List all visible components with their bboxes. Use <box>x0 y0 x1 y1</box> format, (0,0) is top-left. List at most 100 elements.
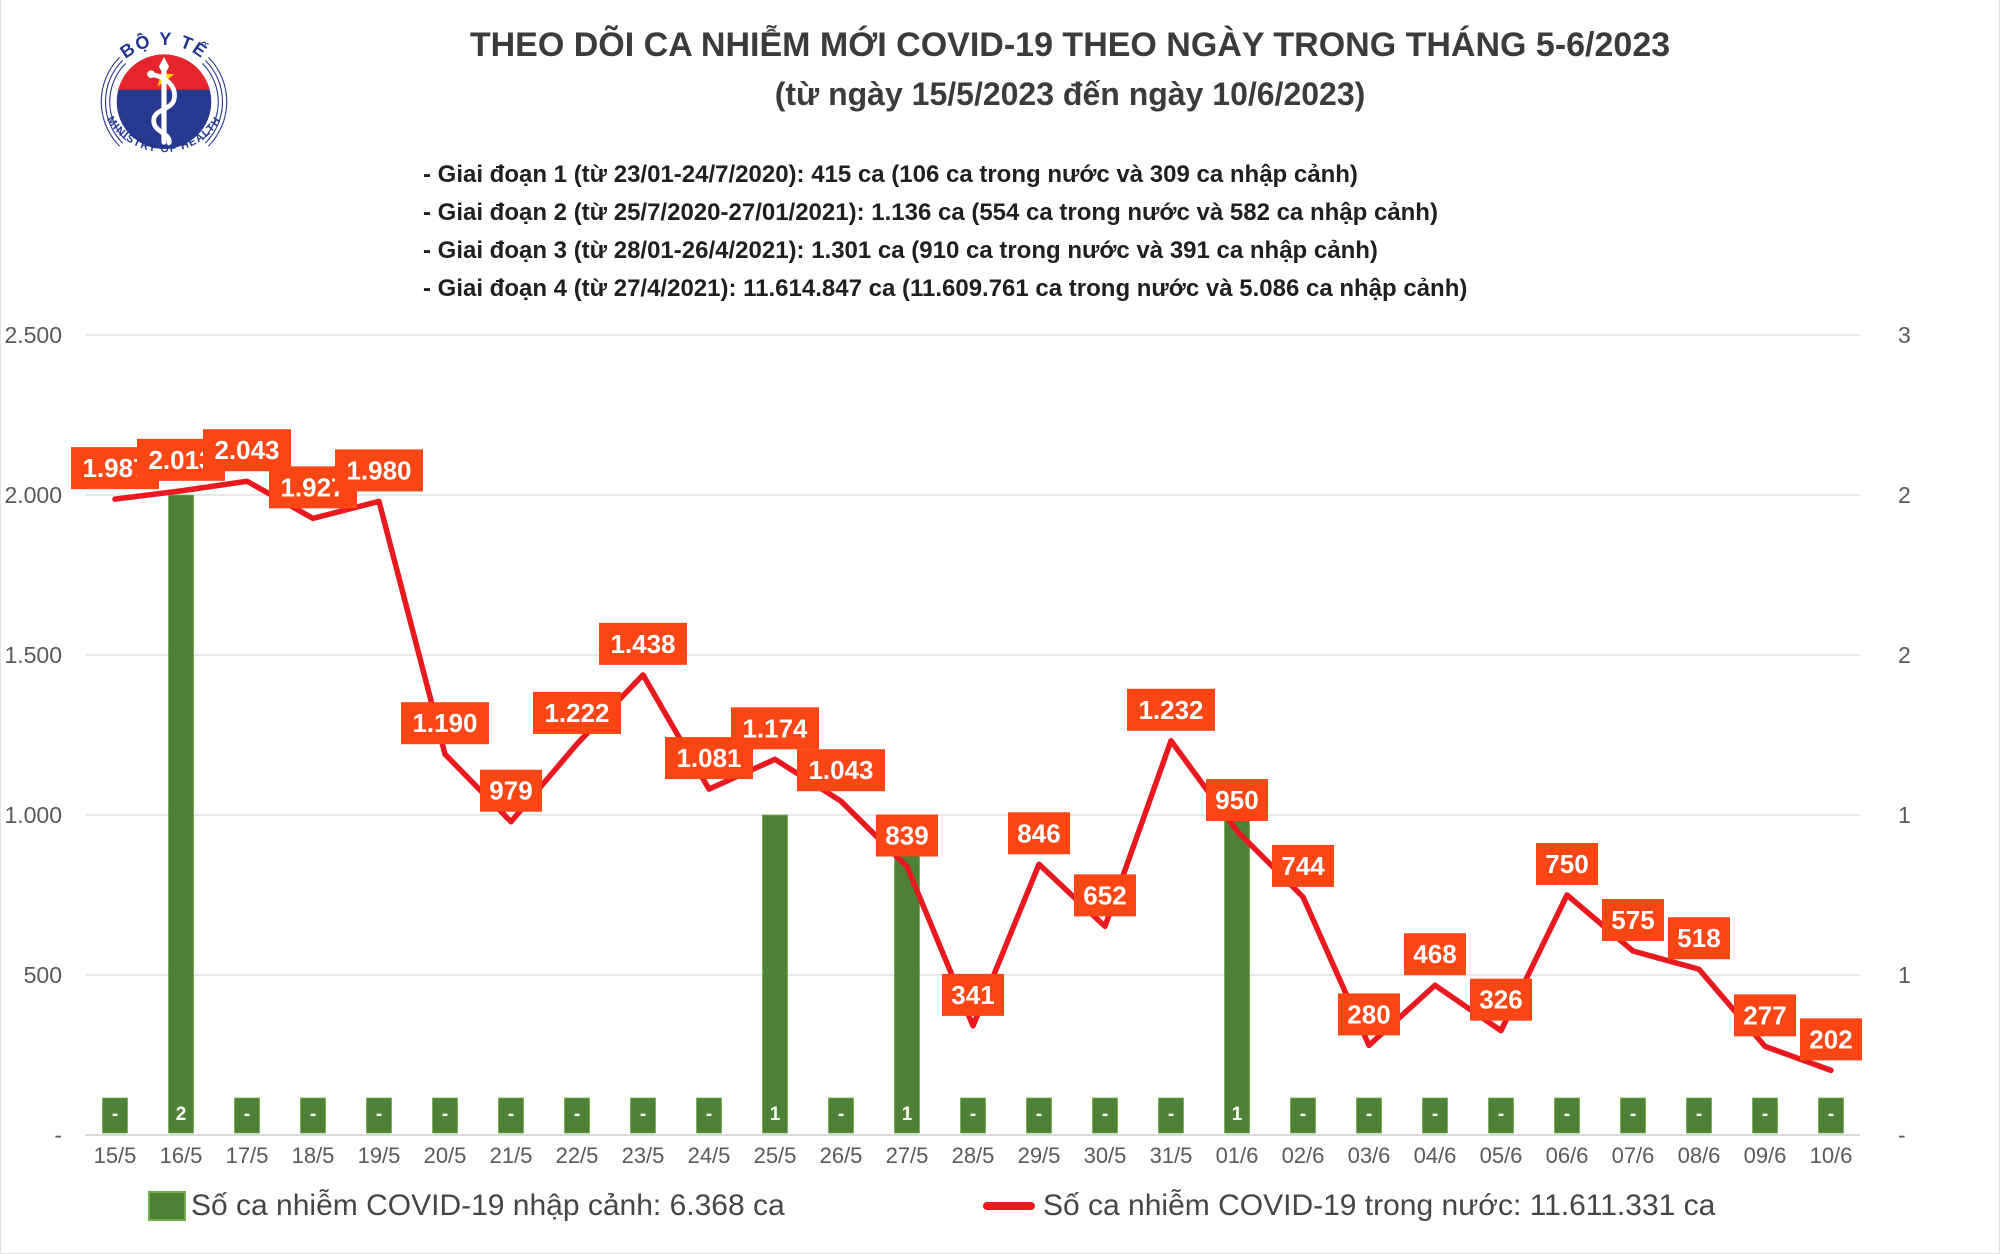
data-label-value: 652 <box>1083 880 1126 910</box>
bar-value-label: - <box>1366 1104 1372 1125</box>
domestic-cases-line <box>112 478 1834 1074</box>
data-label-value: 1.043 <box>808 755 873 785</box>
data-label-value: 1.190 <box>412 708 477 738</box>
bar-value-label: - <box>640 1104 646 1125</box>
page-subtitle: (từ ngày 15/5/2023 đến ngày 10/6/2023) <box>774 76 1366 112</box>
bar-value-label: 2 <box>176 1104 187 1125</box>
imported-cases-bar <box>1488 1097 1514 1134</box>
y-axis-label: 1.000 <box>4 802 62 828</box>
x-axis-label: 02/6 <box>1282 1143 1325 1168</box>
x-axis-label: 23/5 <box>622 1143 665 1168</box>
imported-cases-bar <box>960 1097 986 1134</box>
page-title: THEO DÕI CA NHIỄM MỚI COVID-19 THEO NGÀY… <box>469 26 1671 64</box>
imported-cases-bar <box>564 1097 590 1134</box>
data-label-value: 744 <box>1281 851 1325 881</box>
x-axis-label: 27/5 <box>886 1143 929 1168</box>
data-label-box <box>797 749 885 792</box>
x-axis-label: 22/5 <box>556 1143 599 1168</box>
secondary-axis-label: 3 <box>1898 322 1911 348</box>
secondary-axis-label: 2 <box>1898 482 1911 508</box>
imported-cases-bar <box>498 1097 524 1134</box>
imported-cases-bar <box>366 1097 392 1134</box>
x-axis-label: 07/6 <box>1612 1143 1655 1168</box>
x-axis-label: 19/5 <box>358 1143 401 1168</box>
stage-2-line: - Giai đoạn 2 (từ 25/7/2020-27/01/2021):… <box>423 199 1438 226</box>
data-label-value: 280 <box>1347 999 1390 1029</box>
imported-cases-bar <box>1422 1097 1448 1134</box>
imported-cases-bar <box>696 1097 722 1134</box>
x-axis-label: 15/5 <box>94 1143 137 1168</box>
bar-value-label: - <box>1630 1104 1636 1125</box>
data-label-value: 1.232 <box>1138 695 1203 725</box>
secondary-axis-label: 1 <box>1898 802 1911 828</box>
x-axis-label: 17/5 <box>226 1143 269 1168</box>
data-label-box <box>203 429 291 472</box>
data-label-box <box>1338 993 1400 1036</box>
bar-value-label: - <box>442 1104 448 1125</box>
x-axis-label: 29/5 <box>1018 1143 1061 1168</box>
imported-cases-swatch <box>148 1191 186 1221</box>
legend-item-domestic: Số ca nhiễm COVID-19 trong nước: 11.611.… <box>983 1184 1715 1228</box>
data-label-box <box>876 814 938 857</box>
x-axis-label: 26/5 <box>820 1143 863 1168</box>
bar-value-label: - <box>244 1104 250 1125</box>
bar-value-label: - <box>574 1104 580 1125</box>
bar-value-label: - <box>1828 1104 1834 1125</box>
domestic-cases-swatch <box>983 1202 1035 1210</box>
data-label-value: 846 <box>1017 818 1060 848</box>
data-label-value: 1.987 <box>82 453 147 483</box>
data-label-box <box>1470 978 1532 1021</box>
data-label-box <box>1404 933 1466 976</box>
data-label-value: 950 <box>1215 785 1258 815</box>
data-label-value: 1.174 <box>742 713 808 743</box>
x-axis-label: 25/5 <box>754 1143 797 1168</box>
data-label-box <box>599 622 687 665</box>
imported-cases-bar <box>168 494 194 1134</box>
data-label-value: 1.980 <box>346 455 411 485</box>
imported-cases-bar <box>1554 1097 1580 1134</box>
data-label-box <box>1008 812 1070 855</box>
data-label-box <box>335 449 423 492</box>
data-label-value: 2.013 <box>148 445 213 475</box>
imported-cases-bar <box>234 1097 260 1134</box>
data-label-box <box>401 702 489 745</box>
data-label-box <box>942 973 1004 1016</box>
data-label-box <box>480 769 542 812</box>
x-axis-label: 21/5 <box>490 1143 533 1168</box>
data-label-value: 2.043 <box>214 435 279 465</box>
bar-value-label: - <box>376 1104 382 1125</box>
data-label-box <box>533 691 621 734</box>
data-label-value: 1.081 <box>676 743 741 773</box>
data-label-value: 326 <box>1479 985 1522 1015</box>
bar-value-label: - <box>970 1104 976 1125</box>
bar-value-label: 1 <box>770 1104 781 1125</box>
bar-value-label: 1 <box>1232 1104 1243 1125</box>
bar-value-label: - <box>1168 1104 1174 1125</box>
y-axis-label: 500 <box>24 962 62 988</box>
data-label-box <box>1668 917 1730 960</box>
imported-cases-bar <box>1290 1097 1316 1134</box>
bar-value-label: - <box>1762 1104 1768 1125</box>
data-label-value: 277 <box>1743 1000 1786 1030</box>
imported-cases-bar <box>894 814 920 1134</box>
bar-value-label: - <box>1564 1104 1570 1125</box>
bar-value-label: - <box>706 1104 712 1125</box>
data-label-value: 1.222 <box>544 698 609 728</box>
imported-cases-bar <box>1026 1097 1052 1134</box>
bar-value-label: - <box>112 1104 118 1125</box>
ministry-of-health-logo: BỘ Y TẾ MINISTRY OF HEALTH <box>100 29 228 155</box>
y-axis-label: 2.000 <box>4 482 62 508</box>
bar-value-label: - <box>1036 1104 1042 1125</box>
imported-cases-bar <box>300 1097 326 1134</box>
secondary-axis-label: 1 <box>1898 962 1911 988</box>
data-label-value: 1.438 <box>610 629 675 659</box>
data-label-value: 468 <box>1413 939 1456 969</box>
bar-value-label: - <box>1102 1104 1108 1125</box>
imported-cases-bar <box>630 1097 656 1134</box>
x-axis-label: 24/5 <box>688 1143 731 1168</box>
data-label-value: 518 <box>1677 923 1720 953</box>
x-axis-label: 03/6 <box>1348 1143 1391 1168</box>
data-label-box <box>1074 874 1136 917</box>
legend-item-imported: Số ca nhiễm COVID-19 nhập cảnh: 6.368 ca <box>148 1184 785 1228</box>
x-axis-label: 06/6 <box>1546 1143 1589 1168</box>
